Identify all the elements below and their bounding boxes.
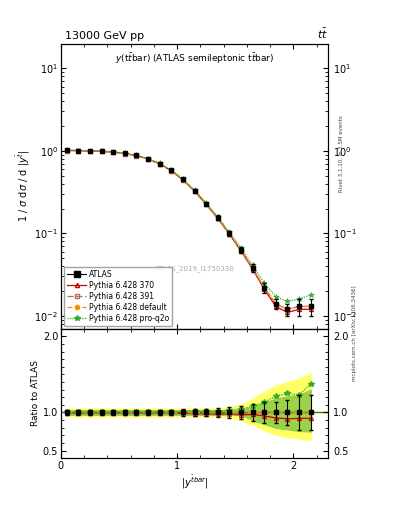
Text: mcplots.cern.ch [arXiv:1306.3436]: mcplots.cern.ch [arXiv:1306.3436] bbox=[352, 285, 357, 380]
Text: $t\bar{t}$: $t\bar{t}$ bbox=[317, 27, 328, 41]
Text: ATLAS_2019_I1750330: ATLAS_2019_I1750330 bbox=[154, 265, 235, 272]
Text: 13000 GeV pp: 13000 GeV pp bbox=[65, 31, 144, 41]
Text: $y$(t$\bar{t}$bar) (ATLAS semileptonic t$\bar{t}$bar): $y$(t$\bar{t}$bar) (ATLAS semileptonic t… bbox=[115, 51, 274, 66]
Text: Rivet 3.1.10, ≥ 3.5M events: Rivet 3.1.10, ≥ 3.5M events bbox=[339, 115, 344, 192]
Y-axis label: 1 / $\sigma$ d$\sigma$ / d |$y^{\bar{t}}$|: 1 / $\sigma$ d$\sigma$ / d |$y^{\bar{t}}… bbox=[14, 150, 31, 222]
Y-axis label: Ratio to ATLAS: Ratio to ATLAS bbox=[31, 360, 40, 426]
X-axis label: $|y^{\bar{t}bar}|$: $|y^{\bar{t}bar}|$ bbox=[181, 474, 208, 491]
Legend: ATLAS, Pythia 6.428 370, Pythia 6.428 391, Pythia 6.428 default, Pythia 6.428 pr: ATLAS, Pythia 6.428 370, Pythia 6.428 39… bbox=[64, 267, 173, 326]
